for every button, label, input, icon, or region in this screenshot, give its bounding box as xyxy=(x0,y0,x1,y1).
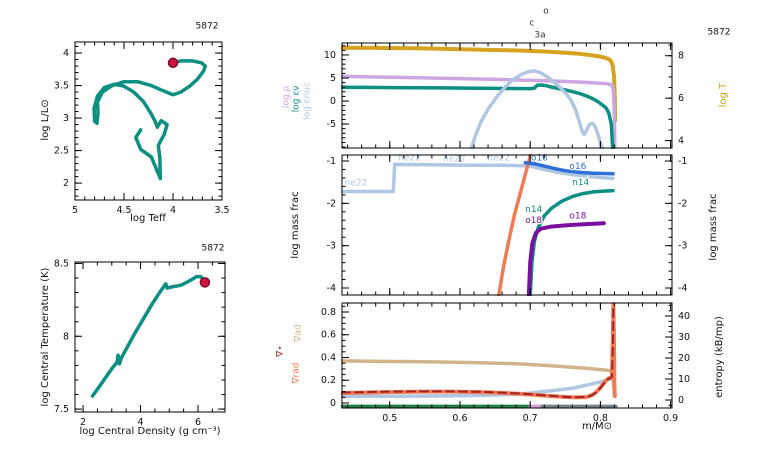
svg-text:-3: -3 xyxy=(678,241,687,252)
thermo-log-rho-label: log ρ xyxy=(281,85,292,109)
trho-y-axis-label: log Central Temperature (K) xyxy=(40,267,51,407)
grad-nabla-rad-label: ∇rad xyxy=(291,362,302,384)
trho-x-axis-label: log Central Density (g cm⁻³) xyxy=(79,426,221,437)
svg-text:3: 3 xyxy=(63,113,69,124)
svg-text:10: 10 xyxy=(324,50,336,61)
svg-text:2: 2 xyxy=(80,417,86,428)
thermo-profile-panel: -5 0 5 10 4 6 8 xyxy=(324,42,684,149)
svg-text:-1: -1 xyxy=(327,156,336,167)
hr-diagram-svg: 5 4.5 4 3.5 2 2.5 3 3.5 4 xyxy=(54,41,230,216)
abund-y-axis-label-right: log mass frac xyxy=(708,193,719,261)
entropy-axis-label: entropy (kB/mp) xyxy=(714,316,725,398)
abund-y-axis-label: log mass frac xyxy=(290,191,301,259)
svg-text:n14: n14 xyxy=(572,178,589,188)
svg-text:0: 0 xyxy=(330,398,336,409)
svg-text:n14: n14 xyxy=(525,205,542,215)
svg-text:0.8: 0.8 xyxy=(593,413,608,424)
svg-text:0.6: 0.6 xyxy=(452,413,467,424)
thermo-log-T-label: log T xyxy=(718,82,729,108)
grad-nabla-ad-label: ∇ad xyxy=(293,324,304,342)
svg-text:o16: o16 xyxy=(569,162,586,172)
gradient-profile-panel: 0.5 0.6 0.7 0.8 0.9 0 0.2 0.4 0.6 0.8 0 10 20 30 40 xyxy=(321,302,690,424)
svg-text:2.5: 2.5 xyxy=(54,146,69,157)
svg-text:0: 0 xyxy=(678,395,684,406)
svg-text:5: 5 xyxy=(330,73,336,84)
svg-text:10: 10 xyxy=(678,374,690,385)
svg-text:ne22: ne22 xyxy=(345,179,368,189)
svg-text:-1: -1 xyxy=(678,156,687,167)
svg-text:o18: o18 xyxy=(569,212,586,222)
svg-text:ne22: ne22 xyxy=(443,154,466,164)
svg-text:6: 6 xyxy=(678,93,684,104)
svg-text:20: 20 xyxy=(678,353,690,364)
svg-text:5: 5 xyxy=(72,205,78,216)
svg-text:3.5: 3.5 xyxy=(54,81,69,92)
svg-text:4.5: 4.5 xyxy=(116,205,131,216)
central-trho-plot: 2 4 6 7.5 8 8.5 xyxy=(54,258,226,428)
profiles-model-number: 5872 xyxy=(707,27,731,38)
svg-text:0.9: 0.9 xyxy=(663,413,678,424)
svg-text:0.7: 0.7 xyxy=(523,413,538,424)
svg-text:4: 4 xyxy=(170,205,176,216)
svg-text:-5: -5 xyxy=(327,119,336,130)
svg-text:o18: o18 xyxy=(525,216,542,226)
svg-text:4: 4 xyxy=(63,48,69,59)
svg-text:7.5: 7.5 xyxy=(54,404,69,415)
svg-text:0.2: 0.2 xyxy=(321,375,336,386)
burn-label-3a: 3a xyxy=(534,30,546,41)
svg-text:30: 30 xyxy=(678,332,690,343)
grad-nabla-star-label: ∇⋆ xyxy=(275,345,286,357)
svg-text:-3: -3 xyxy=(327,241,336,252)
svg-text:4: 4 xyxy=(678,136,684,147)
svg-text:0.6: 0.6 xyxy=(321,330,336,341)
mass-x-axis-label: m/M⊙ xyxy=(581,421,613,432)
svg-text:3.5: 3.5 xyxy=(214,205,229,216)
thermo-log-eps-nu-label: log εν xyxy=(291,85,302,113)
svg-text:8: 8 xyxy=(63,331,69,342)
svg-text:2: 2 xyxy=(63,178,69,189)
burn-label-c: c xyxy=(529,18,535,29)
svg-text:6: 6 xyxy=(195,417,201,428)
svg-text:0: 0 xyxy=(330,96,336,107)
svg-text:-2: -2 xyxy=(678,198,687,209)
burn-label-o: o xyxy=(543,6,549,17)
central-trho-svg: 2 4 6 7.5 8 8.5 xyxy=(54,258,226,428)
svg-text:0.8: 0.8 xyxy=(321,307,336,318)
svg-text:-4: -4 xyxy=(327,283,336,294)
svg-text:0.5: 0.5 xyxy=(382,413,397,424)
thermo-log-eps-nuc-label: log εnuc xyxy=(302,82,313,120)
abundance-profile-panel: ne22 ne22 ne22 ne22 n14 n14 o18 o18 o16 o16 -1 -1 -2… xyxy=(327,152,687,296)
svg-text:8.5: 8.5 xyxy=(54,258,69,269)
svg-text:-2: -2 xyxy=(327,198,336,209)
trho-model-number: 5872 xyxy=(201,243,225,254)
svg-text:-4: -4 xyxy=(678,283,687,294)
svg-text:40: 40 xyxy=(678,311,690,322)
hr-y-axis-label: log L/L⊙ xyxy=(40,99,51,141)
hr-diagram-plot: 5 4.5 4 3.5 2 2.5 3 3.5 4 xyxy=(54,41,230,216)
profile-thermo-svg: -5 0 5 10 4 6 8 xyxy=(324,42,684,149)
svg-text:0.4: 0.4 xyxy=(321,352,336,363)
hr-x-axis-label: log Teff xyxy=(130,213,166,224)
hr-model-number: 5872 xyxy=(195,21,219,32)
svg-text:8: 8 xyxy=(678,51,684,62)
svg-text:4: 4 xyxy=(137,417,143,428)
